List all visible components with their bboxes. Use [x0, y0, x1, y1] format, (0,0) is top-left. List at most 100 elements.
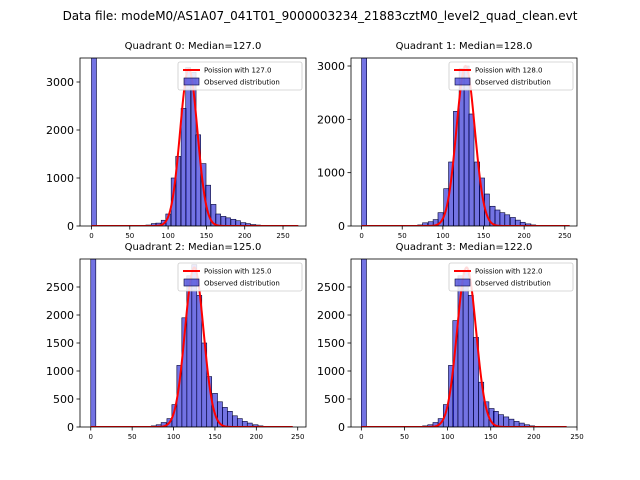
x-tick-label: 50: [128, 433, 137, 441]
poisson-fit-line: [91, 67, 299, 226]
y-tick-label: 1500: [46, 337, 74, 350]
x-tick-label: 50: [125, 232, 134, 240]
x-tick-label: 50: [400, 433, 409, 441]
x-tick-label: 50: [398, 232, 407, 240]
y-tick-label: 2000: [46, 309, 74, 322]
quadrant-panel-0: Quadrant 0: Median=127.0 0 50 100 150 200 250 0…: [46, 41, 307, 240]
x-tick-label: 250: [276, 232, 289, 240]
axes-frame: [79, 57, 307, 227]
y-tick-label: 1500: [317, 337, 345, 350]
histogram-bar: [180, 108, 187, 226]
y-tick-label: 0: [67, 421, 74, 434]
legend-label-observed: Observed distribution: [204, 79, 280, 87]
y-tick-label: 2000: [46, 124, 74, 137]
y-tick-label: 1000: [46, 365, 74, 378]
x-tick-label: 100: [167, 433, 180, 441]
plot-area: [91, 58, 299, 226]
histogram-bar: [503, 416, 510, 427]
legend-label-poisson: Poission with 122.0: [475, 268, 543, 276]
legend-label-observed: Observed distribution: [204, 280, 280, 288]
panel-title: Quadrant 0: Median=127.0: [125, 41, 262, 52]
histogram-bar: [498, 414, 504, 427]
y-tick-label: 3000: [46, 76, 74, 89]
histogram-bar: [227, 411, 233, 427]
x-tick-label: 200: [527, 433, 540, 441]
histogram-bar: [91, 58, 97, 226]
panel-title: Quadrant 2: Median=125.0: [125, 242, 262, 253]
y-tick-label: 2500: [317, 281, 345, 294]
histogram-bar: [215, 213, 221, 226]
histogram-bar: [361, 259, 367, 427]
histogram-bar: [90, 259, 97, 427]
legend-box: [177, 262, 303, 292]
legend-box: [448, 262, 574, 292]
legend: Poission with 128.0 Observed distribution: [448, 61, 574, 91]
legend-label-poisson: Poission with 128.0: [475, 67, 543, 75]
legend-bar-swatch: [454, 278, 471, 287]
histogram-bar: [245, 223, 251, 226]
x-tick-label: 100: [441, 433, 454, 441]
x-tick-label: 250: [570, 433, 583, 441]
histogram-bar: [230, 218, 237, 226]
histogram-bar: [504, 214, 511, 226]
legend: Poission with 125.0 Observed distribution: [177, 262, 303, 292]
histogram-bar: [468, 295, 474, 427]
y-tick-label: 2000: [317, 309, 345, 322]
x-tick-label: 0: [89, 232, 93, 240]
x-tick-label: 200: [517, 232, 530, 240]
histogram-bar: [468, 113, 475, 226]
y-tick-label: 2500: [46, 281, 74, 294]
x-tick-label: 0: [359, 232, 363, 240]
histogram-bar: [235, 220, 241, 226]
legend-bar-swatch: [183, 77, 200, 86]
histogram-bar: [222, 407, 228, 427]
x-tick-label: 100: [436, 232, 449, 240]
legend-box: [448, 61, 574, 91]
legend-bar-swatch: [454, 77, 471, 86]
histogram-bar: [232, 415, 238, 427]
figure-suptitle: Data file: modeM0/AS1A07_041T01_90000032…: [63, 9, 578, 23]
histogram-bar: [494, 209, 501, 226]
legend-bar-swatch: [183, 278, 200, 287]
y-tick-label: 0: [338, 421, 345, 434]
histogram-bar: [510, 217, 516, 226]
histogram-bar: [462, 269, 469, 427]
quadrant-panel-1: Quadrant 1: Median=128.0 0 50 100 150 200 250 0…: [317, 41, 578, 240]
histogram-bar: [185, 67, 192, 226]
y-tick-label: 0: [338, 220, 345, 233]
x-tick-label: 0: [359, 433, 363, 441]
x-tick-label: 150: [208, 433, 221, 441]
histogram-bar: [499, 212, 506, 226]
legend-label-observed: Observed distribution: [475, 280, 551, 288]
legend-box: [177, 61, 303, 91]
x-tick-label: 0: [89, 433, 93, 441]
panel-title: Quadrant 3: Median=122.0: [396, 242, 533, 253]
x-tick-label: 250: [558, 232, 571, 240]
x-tick-label: 200: [238, 232, 251, 240]
quadrant-panel-2: Quadrant 2: Median=125.00 50 100 150 200 2500…: [46, 242, 307, 441]
histogram-bar: [236, 418, 243, 427]
y-tick-label: 0: [67, 220, 74, 233]
y-tick-label: 2000: [317, 113, 345, 126]
x-tick-label: 100: [161, 232, 174, 240]
y-tick-label: 500: [324, 393, 345, 406]
histogram-bar: [225, 217, 231, 226]
y-tick-label: 1000: [317, 167, 345, 180]
histogram-bar: [422, 222, 428, 226]
histogram-bar: [220, 216, 227, 226]
histogram-bar: [361, 58, 367, 226]
histogram-bar: [508, 418, 515, 427]
x-tick-label: 200: [250, 433, 263, 441]
axes-frame: [350, 57, 578, 227]
quadrant-panel-3: Quadrant 3: Median=122.00 50 100 150 200 2500…: [317, 242, 584, 441]
x-tick-label: 250: [291, 433, 304, 441]
y-tick-label: 3000: [317, 60, 345, 73]
y-tick-label: 500: [53, 393, 74, 406]
y-tick-label: 1000: [317, 365, 345, 378]
legend: Poission with 122.0 Observed distribution: [448, 262, 574, 292]
x-tick-label: 150: [484, 433, 497, 441]
x-tick-label: 150: [477, 232, 490, 240]
panel-title: Quadrant 1: Median=128.0: [396, 41, 533, 52]
legend-label-poisson: Poission with 125.0: [204, 268, 272, 276]
